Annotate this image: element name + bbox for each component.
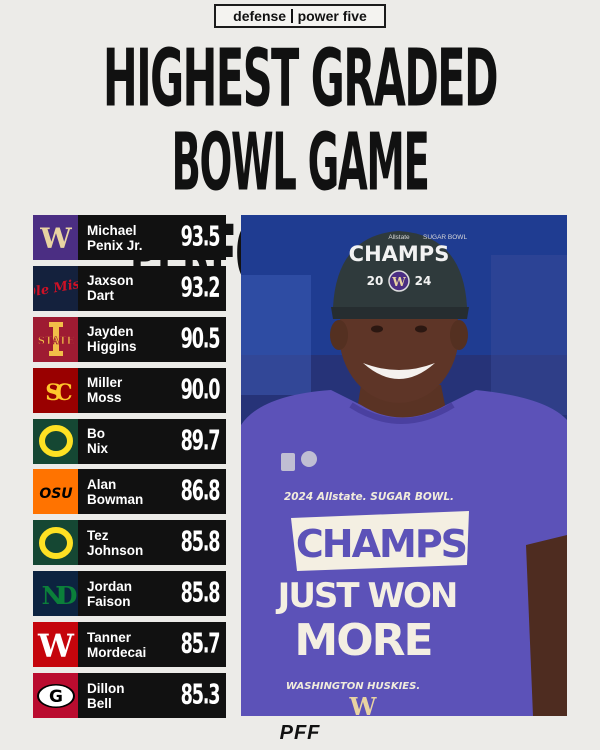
player-first-name: Jaxson (87, 273, 134, 289)
player-first-name: Bo (87, 426, 105, 442)
hat-logo: W (391, 275, 406, 289)
tag-divider (291, 9, 293, 23)
player-first-name: Miller (87, 375, 123, 391)
pff-logo: PFF (279, 722, 321, 744)
player-last-name: Bell (87, 695, 112, 711)
player-last-name: Dart (87, 288, 115, 304)
player-grade: 85.3 (180, 679, 221, 712)
player-row: G Dillon Bell 85.3 (33, 673, 226, 719)
hat-champs-text: CHAMPS (349, 242, 450, 266)
title-line-1: HIGHEST GRADED (102, 33, 499, 126)
wisconsin-logo-icon: W (33, 622, 78, 668)
player-last-name: Nix (87, 441, 109, 457)
player-grade: 85.8 (180, 527, 221, 559)
hat-year-right: 24 (415, 274, 432, 288)
usc-logo-icon: SC (33, 367, 78, 413)
player-grade: 89.7 (180, 425, 221, 457)
logo-mark: STATE (37, 336, 74, 347)
category-tag: defense power five (214, 4, 386, 28)
shirt-line-5: WASHINGTON HUSKIES. (286, 681, 420, 692)
hat-bowl: SUGAR BOWL (423, 234, 467, 241)
player-row: OSU Alan Bowman 86.8 (33, 469, 226, 515)
player-row: W Tanner Mordecai 85.7 (33, 622, 226, 668)
player-last-name: Mordecai (87, 644, 147, 660)
player-grade: 93.5 (180, 221, 221, 254)
logo-mark: Ole Miss (34, 276, 78, 302)
notre-dame-logo-icon: ND (33, 571, 78, 617)
player-grade: 85.7 (180, 629, 221, 661)
player-last-name: Penix Jr. (87, 237, 143, 253)
shirt-line-2: CHAMPS (296, 522, 466, 566)
ole-miss-logo-icon: Ole Miss (33, 265, 78, 311)
tag-power-five: power five (297, 8, 367, 24)
player-first-name: Jayden (87, 324, 134, 340)
player-row: SC Miller Moss 90.0 (33, 367, 226, 413)
logo-mark: SC (45, 380, 72, 406)
player-row: Ole Miss Jaxson Dart 93.2 (33, 265, 226, 311)
player-grade: 85.8 (180, 578, 221, 610)
player-grade: 90.5 (180, 323, 221, 355)
player-row: STATE Jayden Higgins 90.5 (33, 316, 226, 362)
iowa-state-logo-icon: STATE (33, 316, 78, 362)
tag-defense: defense (233, 8, 287, 24)
logo-mark: W (39, 225, 72, 251)
player-first-name: Dillon (87, 680, 125, 696)
player-list: W Michael Penix Jr. 93.5 Ole Miss Jaxson D… (33, 215, 226, 724)
oregon-logo-icon (33, 520, 78, 566)
player-grade: 86.8 (180, 476, 221, 508)
logo-mark: G (49, 687, 63, 707)
player-row: Bo Nix 89.7 (33, 418, 226, 464)
logo-mark: OSU (39, 486, 73, 502)
logo-mark: W (37, 628, 75, 662)
player-first-name: Alan (87, 476, 117, 492)
georgia-logo-icon: G (33, 673, 78, 719)
player-grade: 90.0 (180, 374, 221, 406)
hat-brand: Allstate (388, 234, 410, 241)
player-row: W Michael Penix Jr. 93.5 (33, 215, 226, 260)
shirt-logo: W (349, 692, 378, 716)
player-first-name: Tez (87, 527, 109, 543)
hat-year-left: 20 (367, 274, 384, 288)
player-last-name: Faison (87, 593, 131, 609)
oklahoma-state-logo-icon: OSU (33, 469, 78, 515)
logo-mark: ND (41, 581, 76, 610)
player-last-name: Moss (87, 390, 122, 406)
player-row: Tez Johnson 85.8 (33, 520, 226, 566)
player-photo: Allstate SUGAR BOWL CHAMPS 20 24 W 2024 … (241, 215, 567, 716)
shirt-line-3: JUST WON (276, 576, 457, 616)
shirt-line-1: 2024 Allstate. SUGAR BOWL. (284, 491, 454, 503)
shirt-line-4: MORE (294, 615, 431, 666)
washington-logo-icon: W (33, 215, 78, 260)
player-first-name: Michael (87, 222, 137, 238)
player-first-name: Jordan (87, 578, 133, 594)
player-last-name: Johnson (87, 542, 144, 558)
player-first-name: Tanner (87, 629, 132, 645)
player-grade: 93.2 (180, 272, 221, 305)
oregon-logo-icon (33, 418, 78, 464)
player-last-name: Higgins (87, 339, 137, 355)
player-last-name: Bowman (87, 491, 144, 507)
player-row: ND Jordan Faison 85.8 (33, 571, 226, 617)
